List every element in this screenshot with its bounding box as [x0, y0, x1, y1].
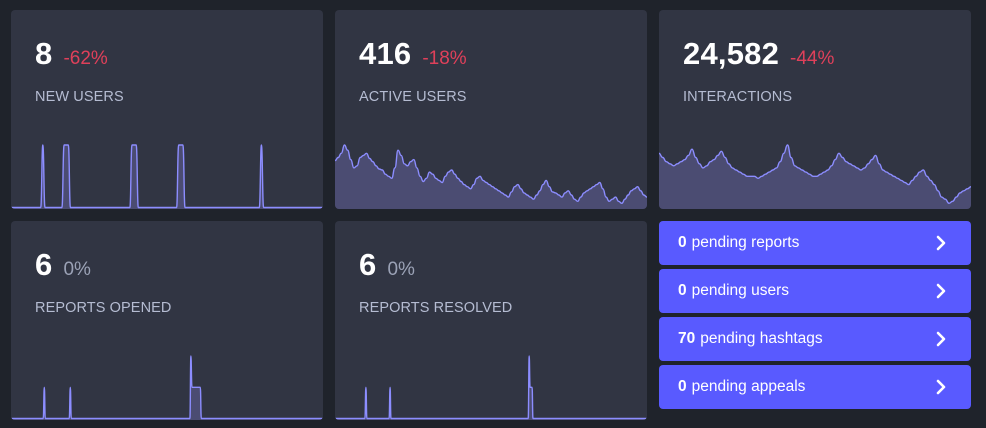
chevron-right-icon: [936, 379, 946, 395]
metric-change: 0%: [387, 259, 415, 280]
metric-value: 24,582: [683, 36, 780, 71]
pending-reports-button[interactable]: 0 pending reports: [659, 221, 971, 265]
sparkline-area: [11, 356, 323, 420]
sparkline: [335, 144, 647, 209]
chevron-right-icon: [936, 235, 946, 251]
pending-count: 70: [678, 330, 696, 347]
metric-value: 6: [35, 247, 53, 282]
sparkline: [659, 144, 971, 209]
metric-card-reports-opened: 6 0% REPORTS OPENED: [11, 221, 323, 420]
metric-value: 416: [359, 36, 412, 71]
sparkline: [335, 355, 647, 420]
pending-count: 0: [678, 234, 687, 251]
metric-label: REPORTS OPENED: [35, 300, 172, 316]
metric-value: 8: [35, 36, 53, 71]
sparkline: [11, 355, 323, 420]
metric-change: 0%: [63, 259, 91, 280]
metric-change: -44%: [790, 48, 835, 69]
pending-count: 0: [678, 378, 687, 395]
metric-card-reports-resolved: 6 0% REPORTS RESOLVED: [335, 221, 647, 420]
sparkline-line: [11, 355, 323, 420]
sparkline-line: [335, 144, 647, 205]
chevron-right-icon: [936, 331, 946, 347]
sparkline-line: [659, 144, 971, 205]
pending-label: pending users: [691, 282, 789, 299]
sparkline-area: [335, 356, 647, 420]
pending-label: pending appeals: [691, 378, 806, 395]
metric-label: NEW USERS: [35, 89, 124, 105]
pending-users-button[interactable]: 0 pending users: [659, 269, 971, 313]
sparkline-line: [335, 355, 647, 420]
pending-appeals-button[interactable]: 0 pending appeals: [659, 365, 971, 409]
pending-count: 0: [678, 282, 687, 299]
chevron-right-icon: [936, 283, 946, 299]
sparkline: [11, 144, 323, 209]
pending-label: pending reports: [691, 234, 800, 251]
metric-change: -62%: [63, 48, 108, 69]
metric-label: ACTIVE USERS: [359, 89, 467, 105]
sparkline-area: [11, 145, 323, 209]
metric-label: INTERACTIONS: [683, 89, 793, 105]
pending-hashtags-button[interactable]: 70 pending hashtags: [659, 317, 971, 361]
metric-value: 6: [359, 247, 377, 282]
metric-card-active-users: 416 -18% ACTIVE USERS: [335, 10, 647, 209]
metric-label: REPORTS RESOLVED: [359, 300, 513, 316]
pending-label: pending hashtags: [700, 330, 823, 347]
metric-card-interactions: 24,582 -44% INTERACTIONS: [659, 10, 971, 209]
sparkline-line: [11, 144, 323, 209]
metric-card-new-users: 8 -62% NEW USERS: [11, 10, 323, 209]
sparkline-area: [335, 145, 647, 209]
metric-change: -18%: [422, 48, 467, 69]
